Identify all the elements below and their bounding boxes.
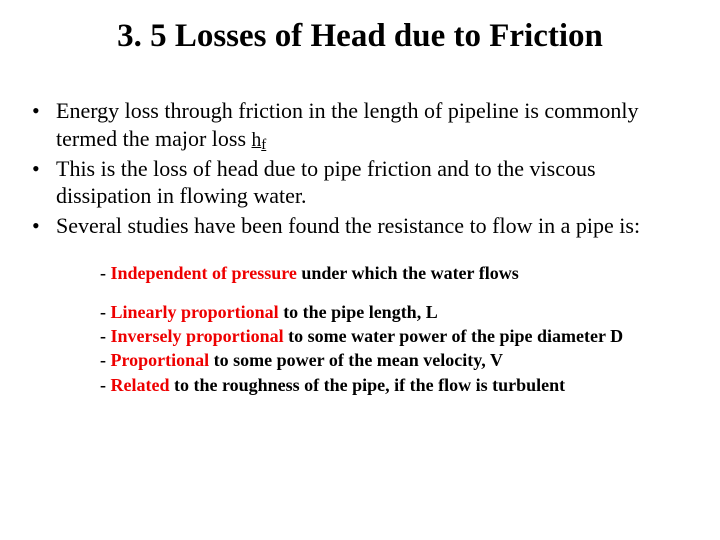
detail-prefix: - <box>100 263 111 283</box>
detail-prefix: - <box>100 326 111 346</box>
detail-key: Linearly proportional <box>111 302 279 322</box>
detail-item: - Proportional to some power of the mean… <box>100 348 692 372</box>
bullet-item: Several studies have been found the resi… <box>28 212 692 240</box>
slide-title: 3. 5 Losses of Head due to Friction <box>28 18 692 55</box>
detail-key: Independent of pressure <box>111 263 297 283</box>
detail-prefix: - <box>100 302 111 322</box>
detail-item: - Related to the roughness of the pipe, … <box>100 373 692 397</box>
detail-item: - Inversely proportional to some water p… <box>100 324 692 348</box>
detail-item: - Linearly proportional to the pipe leng… <box>100 300 692 324</box>
detail-prefix: - <box>100 375 111 395</box>
detail-item: - Independent of pressure under which th… <box>100 261 692 285</box>
detail-rest: to the roughness of the pipe, if the flo… <box>169 375 565 395</box>
detail-list: - Independent of pressure under which th… <box>100 261 692 396</box>
detail-key: Inversely proportional <box>111 326 284 346</box>
term-h: h <box>252 130 262 151</box>
bullet-item: Energy loss through friction in the leng… <box>28 97 692 153</box>
detail-rest: to the pipe length, L <box>279 302 438 322</box>
bullet-item: This is the loss of head due to pipe fri… <box>28 155 692 210</box>
bullet-list: Energy loss through friction in the leng… <box>28 97 692 239</box>
bullet-text: Several studies have been found the resi… <box>56 213 640 238</box>
detail-rest: under which the water flows <box>297 263 519 283</box>
term-h-sub: f <box>261 137 266 153</box>
detail-key: Proportional <box>111 350 210 370</box>
detail-prefix: - <box>100 350 111 370</box>
detail-rest: to some water power of the pipe diameter… <box>284 326 623 346</box>
bullet-text: Energy loss through friction in the leng… <box>56 98 639 151</box>
slide: 3. 5 Losses of Head due to Friction Ener… <box>0 0 720 540</box>
bullet-text: This is the loss of head due to pipe fri… <box>56 156 596 209</box>
detail-key: Related <box>111 375 170 395</box>
detail-rest: to some power of the mean velocity, V <box>209 350 503 370</box>
